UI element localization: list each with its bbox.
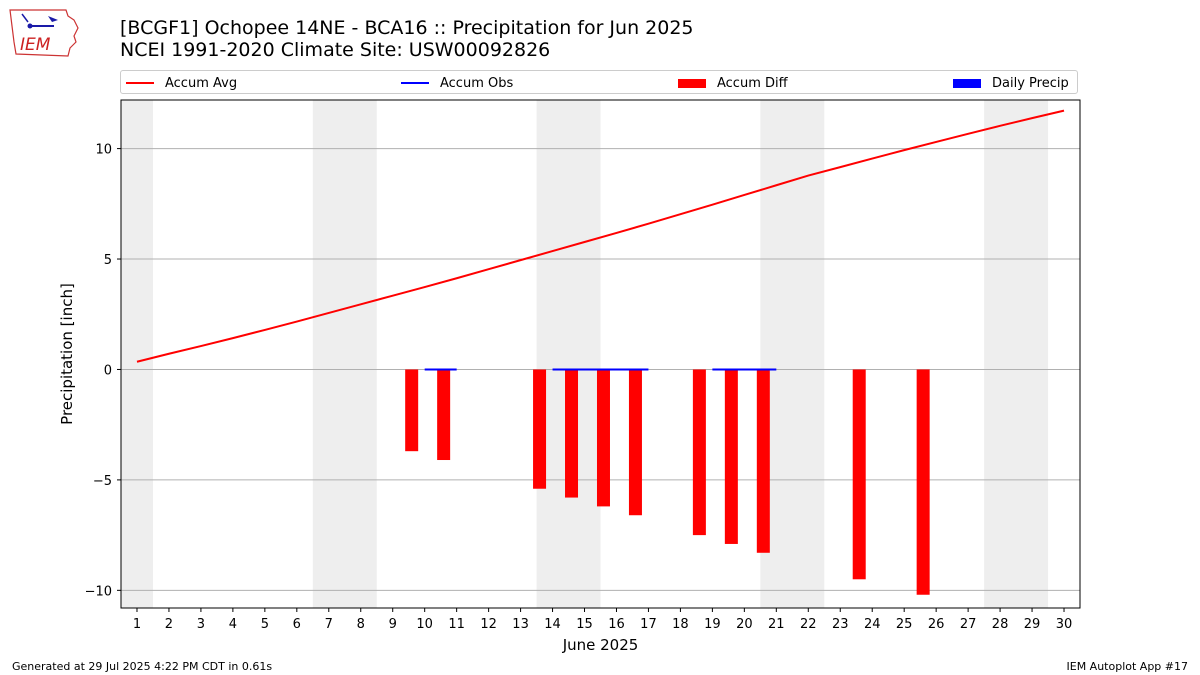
x-tick-label: 24 [864, 617, 881, 632]
legend-item-daily-precip: Daily Precip [953, 71, 1069, 95]
x-tick-label: 2 [165, 617, 173, 632]
legend-label: Accum Avg [165, 75, 238, 91]
iem-logo: IEM [8, 6, 80, 62]
x-tick-label: 13 [512, 617, 529, 632]
weekend-band [121, 100, 153, 608]
bar-accum-diff [405, 369, 419, 452]
x-tick-label: 7 [325, 617, 333, 632]
legend-swatch [678, 78, 706, 88]
x-tick-label: 4 [229, 617, 237, 632]
legend-label: Accum Obs [440, 75, 514, 91]
x-tick-label: 22 [800, 617, 817, 632]
x-tick-label: 30 [1056, 617, 1073, 632]
x-tick-label: 1 [133, 617, 141, 632]
chart-legend: Accum Avg Accum Obs Accum Diff Daily Pre… [120, 70, 1078, 94]
weekend-band [984, 100, 1049, 608]
x-tick-label: 9 [389, 617, 397, 632]
bar-accum-diff [437, 369, 451, 461]
x-axis-label: June 2025 [562, 636, 639, 654]
x-tick-label: 17 [640, 617, 657, 632]
x-tick-label: 19 [704, 617, 721, 632]
chart-subtitle: NCEI 1991-2020 Climate Site: USW00092826 [120, 39, 551, 61]
bar-accum-diff [565, 369, 579, 498]
x-tick-label: 14 [544, 617, 561, 632]
chart-title: [BCGF1] Ochopee 14NE - BCA16 :: Precipit… [120, 17, 694, 39]
plot-frame [120, 99, 1081, 609]
weekend-band [760, 100, 825, 608]
legend-swatch [953, 78, 981, 88]
x-tick-label: 23 [832, 617, 849, 632]
y-tick-label: 10 [95, 143, 112, 158]
x-tick-label: 21 [768, 617, 785, 632]
bar-accum-diff [692, 369, 706, 536]
x-tick-label: 26 [928, 617, 945, 632]
bar-accum-diff [916, 369, 930, 595]
x-tick-label: 16 [608, 617, 625, 632]
x-tick-label: 27 [960, 617, 977, 632]
line-accum-avg [136, 109, 1065, 363]
weekend-band [312, 100, 377, 608]
x-tick-label: 15 [576, 617, 593, 632]
y-axis-label: Precipitation [inch] [58, 283, 76, 425]
legend-label: Daily Precip [992, 75, 1069, 91]
bar-accum-diff [533, 369, 547, 489]
logo-text: IEM [20, 35, 51, 55]
x-tick-label: 20 [736, 617, 753, 632]
y-tick-label: −10 [85, 584, 112, 599]
legend-item-accum-obs: Accum Obs [401, 71, 513, 95]
y-tick-label: 5 [104, 253, 112, 268]
bar-accum-diff [756, 369, 770, 553]
legend-swatch [126, 82, 154, 84]
x-tick-label: 25 [896, 617, 913, 632]
y-tick-label: 0 [104, 363, 112, 378]
bar-accum-diff [724, 369, 738, 544]
weekend-band [536, 100, 601, 608]
x-tick-label: 5 [261, 617, 269, 632]
x-tick-label: 12 [480, 617, 497, 632]
x-tick-label: 11 [448, 617, 465, 632]
legend-swatch [401, 82, 429, 84]
bar-accum-diff [628, 369, 642, 516]
y-tick-label: −5 [93, 474, 112, 489]
x-tick-label: 3 [197, 617, 205, 632]
generated-timestamp: Generated at 29 Jul 2025 4:22 PM CDT in … [12, 660, 273, 673]
legend-item-accum-avg: Accum Avg [126, 71, 237, 95]
x-tick-label: 10 [416, 617, 433, 632]
bar-accum-diff [596, 369, 610, 507]
x-tick-label: 6 [293, 617, 301, 632]
x-tick-label: 28 [992, 617, 1009, 632]
legend-label: Accum Diff [717, 75, 788, 91]
x-tick-label: 18 [672, 617, 689, 632]
app-credit: IEM Autoplot App #17 [1066, 660, 1189, 673]
x-tick-label: 29 [1024, 617, 1041, 632]
legend-item-accum-diff: Accum Diff [678, 71, 788, 95]
bar-accum-diff [852, 369, 866, 580]
x-tick-label: 8 [357, 617, 365, 632]
